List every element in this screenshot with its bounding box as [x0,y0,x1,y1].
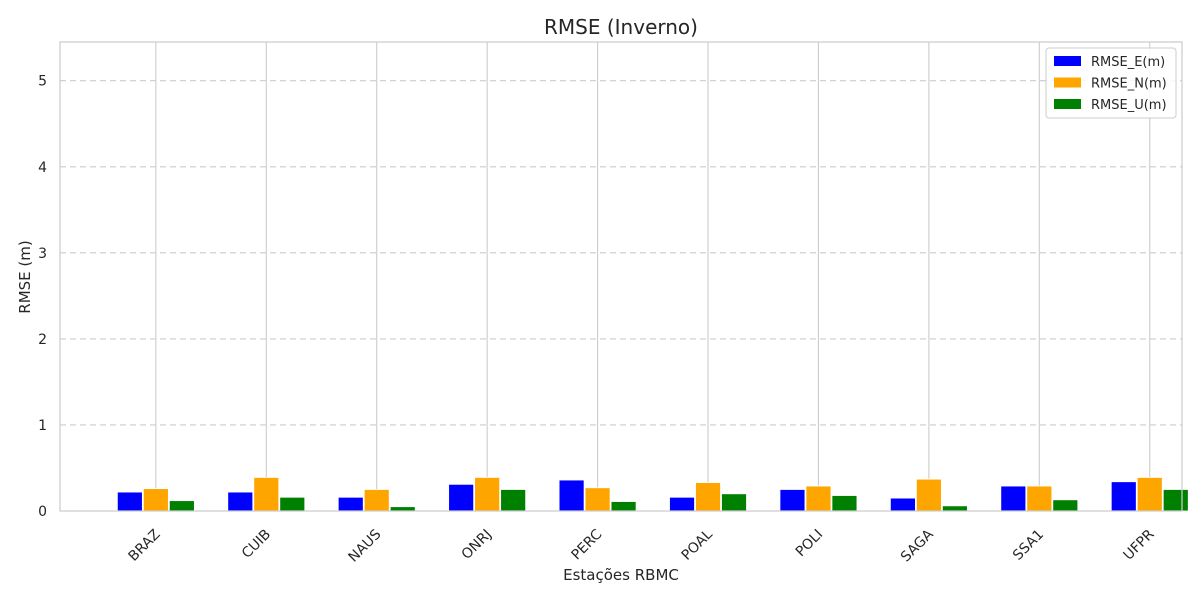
bar [1000,485,1027,512]
y-tick-label: 1 [38,418,47,434]
y-tick-label: 3 [38,246,47,262]
plot-frame [59,41,1183,512]
legend-label: RMSE_E(m) [1091,55,1165,70]
bar [1110,481,1137,512]
bar [448,483,475,512]
bar [279,496,306,512]
bar [253,477,280,512]
bar [168,500,195,512]
y-tick-label: 4 [38,160,47,176]
bar [227,491,254,512]
legend: RMSE_E(m) RMSE_N(m) RMSE_U(m) [1045,47,1177,119]
x-tick-label: POAL [679,526,716,563]
bar [116,491,143,512]
bar [389,506,416,512]
bar [500,489,527,512]
bar [1026,485,1053,512]
x-tick-label: POLI [793,527,827,561]
bar [941,505,968,512]
grid-layer [60,42,1182,511]
bar [721,493,747,512]
bar [363,489,390,512]
legend-swatch [1054,99,1081,109]
bar-layer [116,477,1189,512]
bar [610,501,637,512]
y-axis-label: RMSE (m) [16,240,34,313]
x-tick-label: ONRJ [459,527,495,563]
y-tick-label: 0 [38,504,47,520]
x-tick-label: UFPR [1120,526,1157,563]
bar [695,482,721,512]
bar [1136,477,1163,512]
x-tick-label: SSA1 [1010,527,1047,564]
bar [1052,499,1079,512]
bar [805,485,832,512]
bar [831,495,858,512]
bar [558,479,585,512]
x-tick-label: NAUS [346,526,385,565]
legend-swatch [1054,56,1081,66]
bar [337,496,364,512]
bar [915,478,942,512]
legend-swatch [1054,77,1081,88]
chart-title: RMSE (Inverno) [544,15,698,39]
legend-label: RMSE_N(m) [1091,77,1167,92]
x-tick-label: BRAZ [126,527,164,565]
bar [779,489,806,512]
bar [889,497,916,512]
y-tick-label: 5 [38,74,47,90]
bar [142,488,169,512]
bar [1162,489,1189,512]
x-tick-label: CUIB [239,527,274,562]
bar [474,477,501,512]
bar [584,487,611,512]
legend-label: RMSE_U(m) [1091,98,1167,113]
bar [669,496,695,512]
x-axis-label: Estações RBMC [563,566,679,584]
y-tick-label: 2 [38,332,47,348]
x-tick-label: SAGA [898,526,937,565]
x-tick-label: PERC [569,526,606,563]
